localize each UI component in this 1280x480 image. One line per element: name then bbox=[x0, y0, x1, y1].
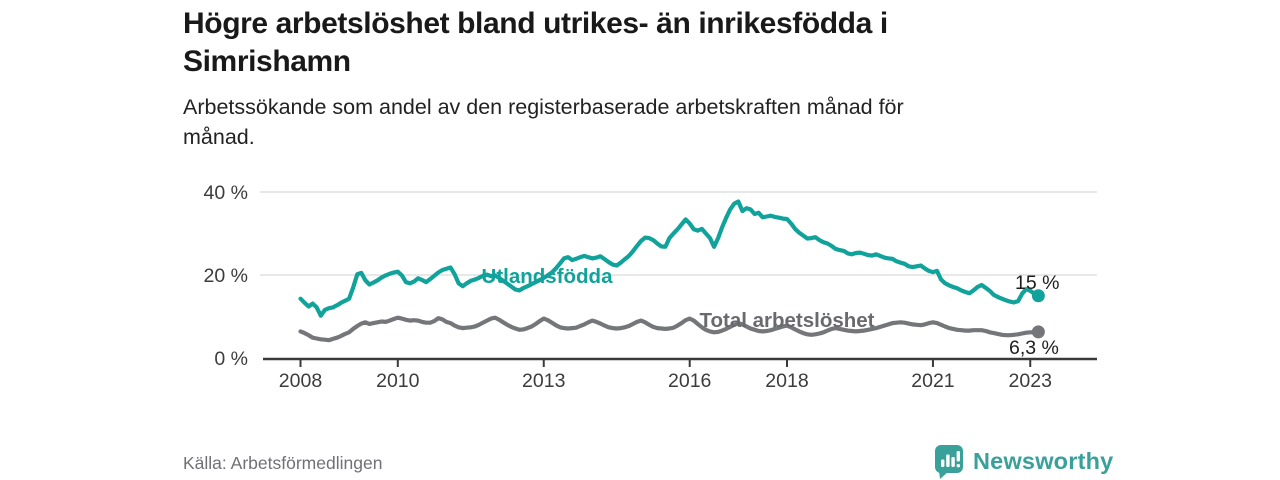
chart-subtitle: Arbetssökande som andel av den registerb… bbox=[183, 95, 904, 149]
series-label: Utlandsfödda bbox=[482, 265, 614, 288]
x-tick-label: 2018 bbox=[765, 370, 808, 392]
y-tick-label: 0 % bbox=[214, 348, 248, 370]
page-title: Högre arbetslöshet bland utrikes- än inr… bbox=[183, 7, 888, 78]
series-label: Total arbetslöshet bbox=[699, 309, 874, 332]
series-line-total bbox=[298, 315, 1041, 343]
newsworthy-icon bbox=[935, 445, 963, 479]
series-line-utlandsfodda bbox=[298, 199, 1041, 318]
x-tick-label: 2016 bbox=[668, 370, 711, 392]
series-end-dot bbox=[1031, 289, 1045, 303]
x-tick-label: 2010 bbox=[376, 370, 420, 392]
series-end-value-label: 15 % bbox=[1015, 272, 1059, 294]
x-tick-label: 2021 bbox=[911, 370, 954, 392]
y-tick-label: 40 % bbox=[204, 182, 248, 204]
series-end-dot bbox=[1031, 325, 1045, 339]
x-tick-label: 2023 bbox=[1009, 370, 1052, 392]
newsworthy-logo: Newsworthy bbox=[934, 443, 1113, 479]
x-tick-label: 2013 bbox=[522, 370, 565, 392]
source-note: Källa: Arbetsförmedlingen bbox=[183, 453, 383, 473]
y-tick-label: 20 % bbox=[204, 265, 248, 287]
newsworthy-wordmark: Newsworthy bbox=[973, 447, 1114, 474]
series-end-value-label: 6,3 % bbox=[1009, 337, 1059, 359]
x-tick-label: 2008 bbox=[279, 370, 322, 392]
